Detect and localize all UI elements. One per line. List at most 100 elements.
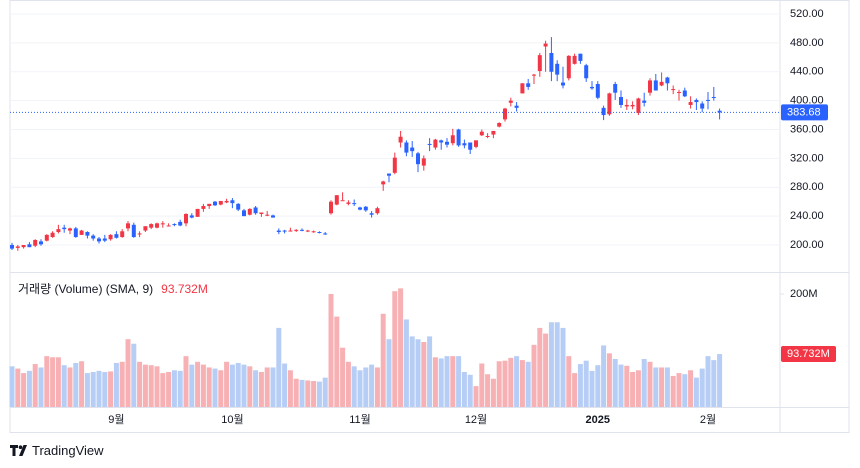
volume-bar [514, 356, 520, 407]
volume-bar [189, 364, 195, 407]
volume-bar [340, 347, 346, 407]
volume-bar [670, 375, 676, 407]
candle-body [485, 136, 490, 137]
volume-bar [647, 361, 653, 407]
volume-bar [659, 367, 665, 407]
volume-bar [73, 362, 79, 407]
candle-body [363, 206, 368, 211]
volume-bar [676, 373, 682, 407]
candle-body [352, 203, 357, 205]
volume-bar [490, 378, 496, 407]
volume-bar [334, 316, 340, 407]
x-tick-label: 12월 [465, 413, 487, 426]
volume-bar [438, 358, 444, 407]
candle-body [526, 83, 531, 87]
volume-bar [664, 367, 670, 407]
y-tick-label: 480.00 [790, 37, 824, 49]
candle-body [340, 200, 345, 202]
volume-bar [519, 360, 525, 407]
volume-bar [392, 291, 398, 407]
candle-body [433, 139, 438, 148]
candle-body [79, 230, 84, 235]
volume-bar [247, 366, 253, 407]
volume-bar [345, 361, 351, 407]
candle-body [207, 203, 212, 207]
candle-body [143, 226, 148, 231]
candle-body [33, 239, 38, 246]
x-tick-label: 2025 [586, 414, 610, 426]
logo-icon [10, 445, 27, 456]
candle-body [189, 215, 194, 218]
candle-body [27, 244, 32, 248]
candle-body [166, 225, 171, 227]
candle-body [659, 81, 664, 86]
volume-bar [113, 362, 119, 407]
candle-body [410, 147, 415, 152]
volume-bar [595, 365, 601, 407]
volume-bar [560, 327, 566, 407]
candle-body [172, 224, 177, 226]
volume-bar [699, 368, 705, 407]
candle-body [537, 55, 542, 72]
candle-body [247, 208, 252, 215]
volume-bar [67, 367, 73, 407]
candle-body [276, 230, 281, 233]
volume-bar [682, 374, 688, 407]
candle-body [601, 107, 606, 116]
volume-bar [32, 364, 38, 407]
candle-body [595, 84, 600, 98]
volume-legend-value: 93.732M [161, 282, 208, 296]
volume-bar [566, 356, 572, 407]
candle-body [50, 232, 55, 238]
volume-bar [229, 364, 235, 407]
volume-legend: 거래량 (Volume) (SMA, 9) [18, 282, 153, 296]
volume-bar [473, 386, 479, 407]
volume-bar [15, 368, 21, 407]
volume-bar [543, 333, 549, 407]
candle-body [56, 229, 61, 233]
candle-body [700, 103, 705, 109]
candle-body [184, 213, 188, 224]
candle-body [73, 228, 78, 238]
volume-bar [624, 365, 630, 407]
volume-bar [44, 356, 50, 407]
candle-body [131, 224, 136, 238]
volume-bar [577, 364, 583, 407]
candle-body [636, 98, 641, 113]
volume-bar [653, 367, 659, 407]
volume-bar [206, 367, 212, 407]
volume-bar [369, 364, 375, 407]
volume-bar [282, 363, 288, 407]
candle-body [236, 203, 241, 210]
volume-bar [537, 327, 543, 407]
volume-bar [212, 368, 218, 407]
candle-body [218, 200, 223, 205]
volume-bar [554, 322, 560, 407]
candle-body [590, 86, 594, 89]
volume-bar [270, 367, 276, 407]
volume-bar [200, 364, 206, 407]
volume-bar [630, 371, 636, 407]
x-tick-label: 10월 [221, 413, 243, 426]
candle-body [242, 210, 246, 217]
volume-bar [96, 370, 102, 407]
volume-bar [160, 373, 166, 407]
volume-bar [108, 371, 114, 407]
candle-body [671, 89, 676, 91]
volume-bar [137, 361, 143, 407]
candle-body [230, 200, 235, 204]
volume-bar [415, 339, 421, 407]
volume-bar [357, 370, 363, 407]
candle-body [503, 108, 507, 120]
candle-body [97, 238, 101, 242]
candle-body [456, 129, 461, 146]
candle-body [126, 223, 130, 229]
volume-bar [26, 370, 32, 407]
candle-body [102, 238, 107, 241]
brand: TradingView [32, 443, 104, 458]
volume-bar [171, 370, 177, 407]
candle-body [479, 131, 484, 136]
volume-bar [421, 342, 427, 407]
candle-body [706, 99, 710, 101]
candle-body [369, 213, 374, 215]
